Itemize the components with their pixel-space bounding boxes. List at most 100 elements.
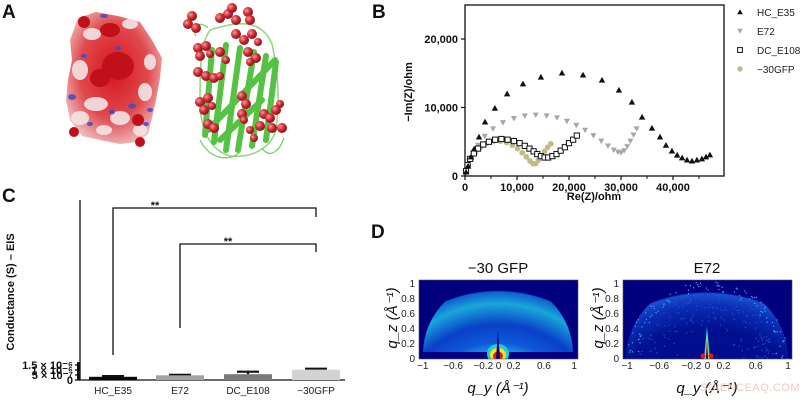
marker-triangle-up [706,151,714,158]
x-tick-label-d: −0.2 [682,361,702,372]
y-tick-label-b: 10,000 [424,103,458,115]
x-tick-label-d: 1 [785,361,791,372]
marker-triangle-up [475,133,483,140]
marker-square [480,141,487,148]
data-points-b [462,69,714,175]
x-tick-label-d: 0 [705,361,711,372]
marker-square [485,138,493,145]
marker-triangle-up [537,73,545,80]
x-tick-label-b: 40,000 [656,182,690,194]
legend-label: E72 [757,27,775,38]
marker-triangle-up [481,118,489,125]
x-tick-label-d: 0 [496,361,502,372]
heatmap-title-left: −30 GFP [468,260,528,277]
x-tick-label-b: 20,000 [552,182,586,194]
marker-triangle-down [490,126,497,132]
bars-c: HC_E35 E72 DC_E108 −30GFP [89,367,340,397]
heatmap-title-right: E72 [694,260,721,277]
x-tick-label-c: −30GFP [297,386,335,397]
marker-square [498,135,505,143]
marker-triangle-down [582,127,589,134]
x-tick-label-c: DC_E108 [226,386,270,397]
panel-label-a: A [2,2,16,23]
x-tick-label-b: 30,000 [604,182,638,194]
legend-item: DC_E108 [737,46,800,57]
x-axis-label-d-right: q_y (Å⁻¹) [676,380,737,397]
y-tick-label-d: 0.4 [605,324,619,335]
marker-triangle-up [470,145,478,152]
x-tick-label-b: 10,000 [500,182,534,194]
significance-label: ** [224,236,233,248]
marker-triangle-up [702,153,710,160]
heatmap-right [623,280,792,359]
marker-triangle-up [737,9,743,15]
x-tick-label-d: 0.6 [749,361,763,372]
marker-circle [737,66,743,72]
axis-ticks-c: 05 × 10⁻⁷1 × 10⁻⁶1.5 × 10⁻⁶ [22,360,80,387]
legend-label: HC_E35 [757,8,795,19]
x-tick-label-d: 0.2 [507,361,521,372]
x-tick-label-d: −1 [621,361,633,372]
marker-triangle-up [462,168,470,175]
x-tick-label-b: 0 [462,182,468,194]
legend-item: HC_E35 [737,8,795,19]
marker-triangle-down [630,132,637,138]
marker-circle [541,148,548,155]
marker-triangle-down [610,147,617,153]
y-tick-label-d: 0.4 [401,324,415,335]
panel-label-b: B [372,2,386,23]
y-tick-label-d: 0 [613,354,619,365]
marker-triangle-up [668,147,676,154]
legend-label: −30GFP [757,65,795,76]
bar-HCE35: HC_E35 [89,375,137,397]
marker-triangle-down [624,144,631,150]
y-axis-label-d-left: q_z (Å⁻¹) [384,287,401,348]
axis-ticks-d: −1 −0.6 −0.2 0 0.2 0.6 100.20.40.60.81−1 −0.6 −0… [401,279,791,372]
marker-triangle-down [481,133,488,140]
legend-label: DC_E108 [757,46,800,57]
marker-square [504,136,511,143]
bar-DCE108: DC_E108 [224,370,272,397]
marker-triangle-down [737,28,743,34]
marker-square [557,147,564,154]
marker-triangle-up [558,69,566,76]
legend-item: E72 [737,27,775,38]
x-tick-label-d: −0.6 [649,361,669,372]
y-axis-label-b: −Im(Z)/ohm [403,62,415,122]
marker-triangle-up [491,104,499,111]
y-tick-label-c: 0 [67,375,73,387]
axis-ticks-b: 0 10,000 20,000 30,000 40,000 0 10,000 20,000 [424,34,700,194]
y-tick-label-b: 20,000 [424,34,458,46]
marker-square [570,136,577,143]
marker-circle [523,153,530,160]
marker-triangle-up [656,133,664,140]
marker-triangle-up [628,98,636,105]
panel-label-c: C [2,186,16,207]
marker-triangle-up [519,80,527,87]
marker-triangle-up [467,153,475,160]
marker-triangle-up [678,154,686,161]
marker-square [510,137,517,145]
series-HCE35 [462,69,714,175]
significance-label: ** [151,200,160,212]
marker-triangle-up [693,156,701,163]
significance-brackets: ** ** [112,200,317,355]
marker-triangle-down [618,150,624,156]
marker-triangle-down [598,138,605,145]
x-tick-label-d: 1 [571,361,577,372]
watermark: SCIENCEAQ.COM [700,382,800,394]
marker-triangle-down [510,116,517,122]
y-tick-label-c: 1.5 × 10⁻⁶ [22,360,73,372]
marker-circle [514,145,521,152]
bar-30GFP: −30GFP [292,367,340,397]
x-tick-label-d: 0.6 [537,361,551,372]
x-tick-label-d: −1 [417,361,429,372]
marker-triangle-down [554,115,561,121]
marker-circle [519,149,526,156]
marker-triangle-down [605,143,611,149]
y-tick-label-c: 1 × 10⁻⁶ [31,365,73,377]
y-tick-label-b: 0 [452,171,458,183]
y-tick-label-d: 0.2 [401,339,415,350]
